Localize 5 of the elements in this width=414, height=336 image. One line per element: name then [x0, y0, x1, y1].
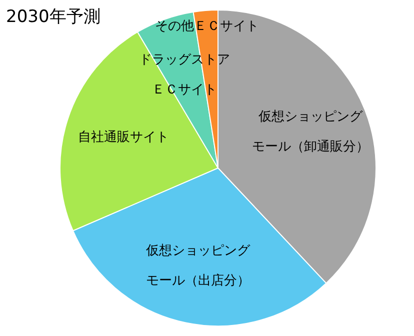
chart-title: 2030年予測	[6, 7, 100, 27]
slice-label: その他ＥＣサイト	[154, 18, 259, 34]
slice-label: 仮想ショッピングモール（卸通販分）	[252, 108, 370, 154]
slice-label: 自社通販サイト	[78, 130, 169, 145]
slice-label: 仮想ショッピングモール（出店分）	[144, 242, 251, 288]
